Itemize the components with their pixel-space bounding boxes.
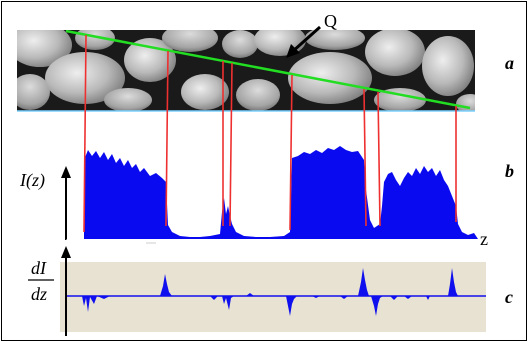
derivative-background (60, 262, 486, 332)
intensity-profile-fill (84, 146, 478, 239)
boundary-marker (289, 74, 293, 231)
boundary-marker (83, 34, 87, 233)
panel-label-c: c (505, 287, 513, 307)
scan-line (65, 30, 471, 110)
arrow-pointing-to-q (286, 25, 321, 58)
boundary-marker (229, 62, 233, 227)
point-q-label: Q (324, 11, 337, 31)
image-strip (17, 30, 475, 111)
boundary-marker (363, 88, 367, 227)
derivative-fill (82, 268, 458, 316)
derivative-panel (28, 246, 486, 336)
intensity-axis-arrowhead (61, 166, 71, 178)
boundary-markers (83, 34, 457, 233)
intensity-axis-label: I(z) (20, 170, 45, 190)
derivative-label-denominator: dz (31, 284, 48, 304)
boundary-marker (165, 50, 169, 227)
panel-label-b: b (505, 161, 514, 181)
intensity-profile-panel (61, 146, 478, 244)
panel-label-a: a (505, 53, 514, 73)
derivative-axis-arrowhead (61, 246, 71, 258)
z-axis-label: z (480, 229, 488, 249)
boundary-marker (377, 91, 381, 227)
derivative-label-numerator: dI (31, 258, 46, 278)
